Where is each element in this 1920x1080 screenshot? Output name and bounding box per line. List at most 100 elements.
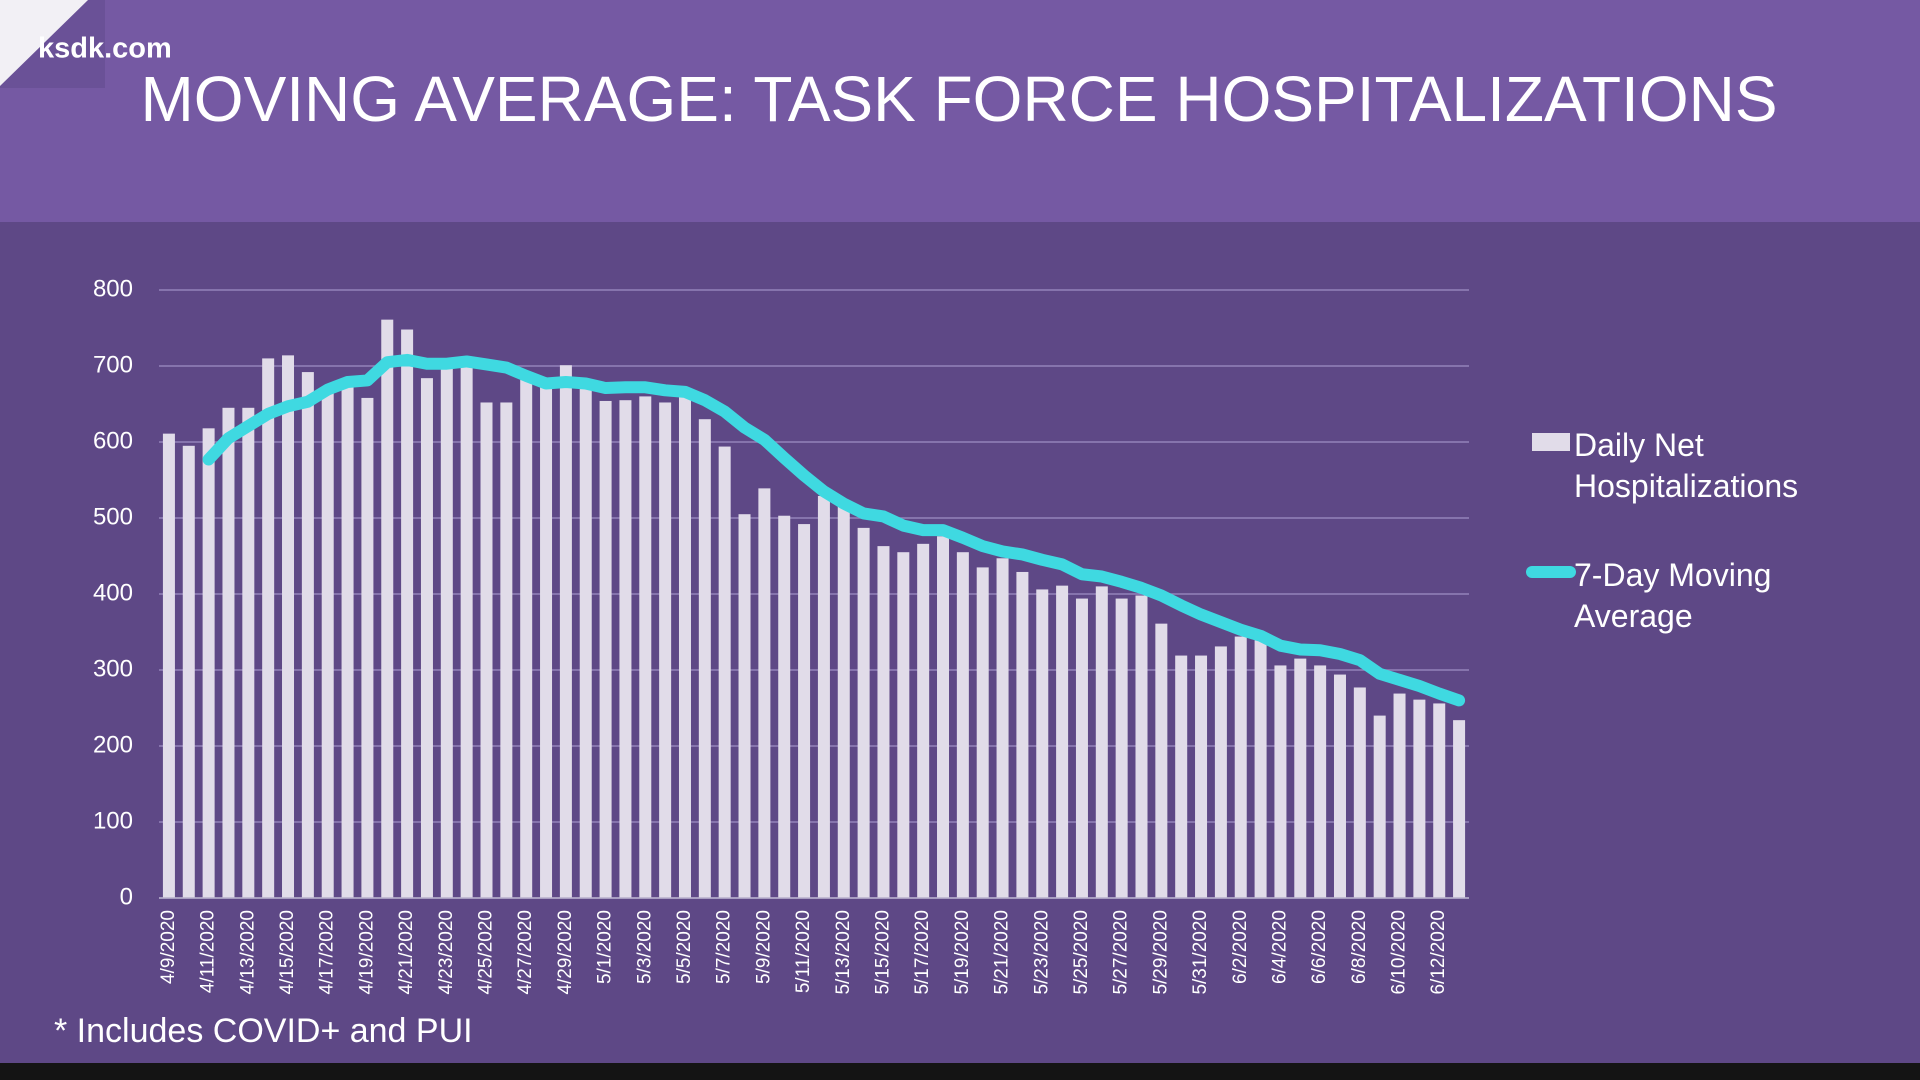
bar — [1353, 687, 1366, 898]
y-tick-label: 400 — [93, 579, 133, 606]
x-tick-label: 6/8/2020 — [1349, 910, 1370, 984]
legend-label: Daily Net Hospitalizations — [1574, 427, 1799, 504]
x-tick-label: 4/9/2020 — [158, 910, 179, 984]
bar — [262, 358, 275, 898]
x-tick-label: 5/1/2020 — [595, 910, 616, 984]
bar — [341, 381, 354, 898]
bar — [301, 372, 314, 899]
header-band — [0, 0, 1920, 222]
bar — [817, 495, 830, 898]
bar — [1175, 655, 1188, 898]
bar — [1333, 674, 1346, 898]
x-tick-label: 5/15/2020 — [872, 910, 893, 995]
bar — [857, 527, 870, 898]
bar — [678, 393, 691, 898]
x-tick-label: 4/13/2020 — [237, 910, 258, 995]
bar — [361, 397, 374, 898]
bar — [1274, 665, 1287, 898]
bar — [1115, 598, 1128, 898]
x-tick-label: 4/27/2020 — [515, 910, 536, 995]
x-tick-label: 5/21/2020 — [992, 910, 1013, 995]
y-tick-label: 300 — [93, 655, 133, 682]
bar — [937, 536, 950, 898]
x-tick-label: 6/10/2020 — [1389, 910, 1410, 995]
y-tick-label: 200 — [93, 731, 133, 758]
x-tick-label: 5/9/2020 — [753, 910, 774, 984]
x-tick-label: 5/31/2020 — [1190, 910, 1211, 995]
bar — [420, 378, 433, 898]
bar — [500, 402, 513, 898]
bar — [440, 367, 453, 898]
bar — [1016, 571, 1029, 898]
x-tick-label: 4/19/2020 — [356, 910, 377, 995]
x-tick-label: 5/7/2020 — [714, 910, 735, 984]
x-tick-label: 6/12/2020 — [1428, 910, 1449, 995]
watermark: ksdk.com — [38, 33, 172, 65]
y-tick-label: 0 — [120, 883, 133, 910]
bar — [639, 396, 652, 898]
bar — [738, 514, 751, 898]
bar — [798, 524, 811, 898]
bar — [897, 552, 910, 898]
bar — [698, 419, 711, 898]
x-tick-label: 5/3/2020 — [634, 910, 655, 984]
bar — [401, 329, 414, 898]
bar — [222, 407, 235, 898]
x-tick-label: 4/23/2020 — [436, 910, 457, 995]
bar — [659, 402, 672, 898]
bar — [1036, 589, 1049, 898]
bar — [599, 400, 612, 898]
logo-corner — [0, 0, 88, 86]
x-tick-label: 5/17/2020 — [912, 910, 933, 995]
bar — [718, 446, 731, 898]
bar — [282, 355, 295, 898]
bar — [1056, 585, 1069, 898]
x-tick-label: 6/4/2020 — [1269, 910, 1290, 984]
bar — [520, 379, 533, 898]
x-tick-label: 6/6/2020 — [1309, 910, 1330, 984]
bar — [1393, 693, 1406, 898]
y-tick-label: 600 — [93, 427, 133, 454]
bar — [917, 543, 930, 898]
bar — [976, 567, 989, 898]
bar — [1254, 640, 1267, 898]
bar — [321, 392, 334, 898]
bar — [877, 546, 890, 898]
bar — [837, 505, 850, 898]
bar — [1155, 623, 1168, 898]
x-tick-label: 5/13/2020 — [833, 910, 854, 995]
x-tick-label: 5/29/2020 — [1150, 910, 1171, 995]
y-tick-label: 100 — [93, 807, 133, 834]
bar — [460, 366, 473, 898]
bar — [758, 488, 771, 898]
bar — [778, 515, 791, 898]
bar — [1413, 699, 1426, 898]
bar — [1453, 720, 1466, 898]
bar — [202, 428, 215, 898]
x-tick-label: 5/11/2020 — [793, 910, 814, 993]
footnote: * Includes COVID+ and PUI — [54, 1012, 473, 1050]
x-tick-label: 6/2/2020 — [1230, 910, 1251, 984]
bar — [1433, 703, 1446, 898]
x-tick-label: 4/29/2020 — [555, 910, 576, 995]
bar — [1075, 598, 1088, 898]
chart-title: MOVING AVERAGE: TASK FORCE HOSPITALIZATI… — [140, 63, 1777, 135]
y-tick-label: 500 — [93, 503, 133, 530]
legend-label: 7-Day Moving Average — [1574, 557, 1772, 634]
bar — [242, 407, 255, 898]
x-tick-label: 5/25/2020 — [1071, 910, 1092, 995]
bar — [162, 433, 175, 898]
x-tick-label: 4/15/2020 — [277, 910, 298, 995]
y-tick-label: 700 — [93, 351, 133, 378]
moving-average-line — [202, 353, 1466, 707]
bar — [619, 400, 632, 898]
bar — [1234, 636, 1247, 898]
legend-swatch — [1532, 433, 1570, 451]
x-tick-label: 5/27/2020 — [1111, 910, 1132, 995]
bar — [1373, 715, 1386, 898]
bar — [1195, 655, 1208, 898]
bar — [579, 388, 592, 898]
bar — [956, 552, 969, 898]
